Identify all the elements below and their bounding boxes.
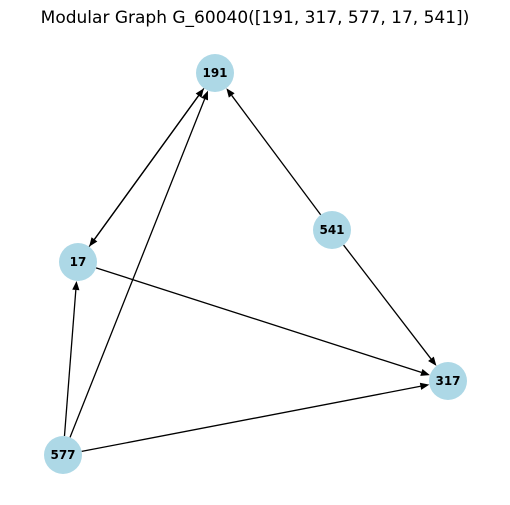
node-191: 191 xyxy=(196,54,234,92)
edge-541-to-317 xyxy=(343,244,437,366)
node-317: 317 xyxy=(429,362,467,400)
edge-line xyxy=(69,98,206,438)
node-17: 17 xyxy=(59,243,97,281)
edge-line xyxy=(343,244,432,360)
edge-line xyxy=(63,289,77,437)
edges-layer xyxy=(63,87,437,453)
arrowhead xyxy=(89,237,98,247)
edge-191-to-17 xyxy=(89,87,205,247)
arrowhead xyxy=(428,356,437,366)
node-circle xyxy=(313,211,351,249)
node-label: 541 xyxy=(319,223,344,237)
nodes-layer: 191 541 17 317 577 xyxy=(44,54,467,474)
edge-line xyxy=(231,95,322,216)
arrowhead xyxy=(419,382,430,390)
edge-541-to-191 xyxy=(226,88,322,216)
edge-577-to-191 xyxy=(69,90,208,438)
node-label: 317 xyxy=(435,374,460,388)
edge-17-to-317 xyxy=(95,267,430,376)
edge-line xyxy=(93,87,205,240)
arrowhead xyxy=(226,88,235,98)
graph-title: Modular Graph G_60040([191, 317, 577, 17… xyxy=(40,8,470,28)
edge-577-to-17 xyxy=(63,280,80,437)
arrowhead xyxy=(201,90,208,101)
node-circle xyxy=(44,436,82,474)
node-circle xyxy=(429,362,467,400)
node-541: 541 xyxy=(313,211,351,249)
node-circle xyxy=(59,243,97,281)
node-label: 191 xyxy=(202,66,227,80)
edge-line xyxy=(95,267,422,374)
node-label: 577 xyxy=(50,448,75,462)
arrowhead xyxy=(72,280,80,291)
edge-577-to-317 xyxy=(81,382,430,453)
node-circle xyxy=(196,54,234,92)
edge-line xyxy=(81,385,421,453)
node-577: 577 xyxy=(44,436,82,474)
arrowhead xyxy=(420,369,430,376)
node-label: 17 xyxy=(70,255,87,269)
